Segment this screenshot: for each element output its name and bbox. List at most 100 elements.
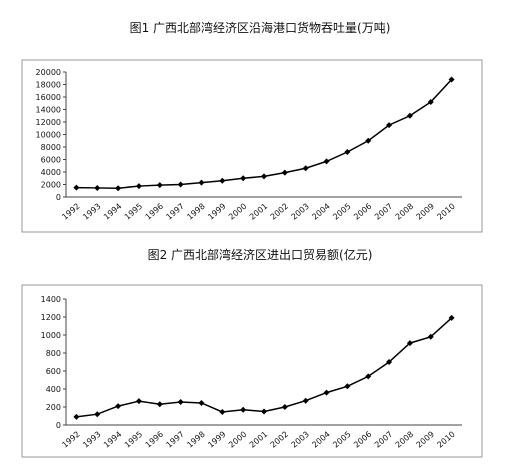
y-tick-label: 4000: [41, 168, 61, 177]
data-point: [427, 333, 434, 340]
y-tick-label: 20000: [36, 68, 61, 77]
data-point: [219, 408, 226, 415]
data-point: [344, 383, 351, 390]
y-tick-label: 10000: [36, 131, 61, 140]
data-point: [406, 340, 413, 347]
y-tick-label: 6000: [41, 156, 61, 165]
y-tick-label: 800: [46, 349, 61, 358]
x-tick-label: 2000: [227, 430, 248, 450]
x-tick-label: 2002: [269, 202, 290, 222]
data-point: [115, 403, 122, 410]
x-tick-label: 1998: [185, 202, 206, 222]
x-tick-label: 2008: [394, 430, 415, 450]
y-tick-label: 1400: [41, 295, 61, 304]
x-tick-label: 1996: [144, 430, 165, 450]
y-tick-label: 600: [46, 367, 61, 376]
y-tick-label: 400: [46, 385, 61, 394]
y-tick-label: 1000: [41, 331, 61, 340]
data-point: [323, 389, 330, 396]
x-tick-label: 1996: [144, 202, 165, 222]
data-point: [177, 399, 184, 406]
data-point: [448, 76, 455, 83]
data-point: [219, 177, 226, 184]
data-point: [198, 399, 205, 406]
x-tick-label: 1994: [102, 430, 123, 450]
x-tick-label: 1993: [81, 430, 102, 450]
x-tick-label: 1999: [206, 202, 227, 222]
y-tick-label: 18000: [36, 81, 61, 90]
x-tick-label: 1997: [165, 202, 186, 222]
data-point: [73, 184, 80, 191]
data-point: [240, 175, 247, 182]
chart-title: 图2 广西北部湾经济区进出口贸易额(亿元): [148, 247, 373, 262]
y-tick-label: 14000: [36, 106, 61, 115]
x-tick-label: 2002: [269, 430, 290, 450]
y-tick-label: 8000: [41, 143, 61, 152]
x-tick-label: 2003: [290, 430, 311, 450]
data-point: [365, 137, 372, 144]
y-tick-label: 12000: [36, 118, 61, 127]
x-tick-label: 2001: [248, 202, 269, 222]
x-tick-label: 2008: [394, 202, 415, 222]
x-tick-label: 2000: [227, 202, 248, 222]
x-tick-label: 2006: [352, 202, 373, 222]
y-tick-label: 16000: [36, 93, 61, 102]
data-point: [156, 401, 163, 408]
data-point: [177, 181, 184, 188]
y-tick-label: 200: [46, 403, 61, 412]
data-point: [135, 398, 142, 405]
data-point: [406, 112, 413, 119]
data-point: [261, 173, 267, 180]
data-point: [281, 404, 288, 410]
y-tick-label: 0: [56, 193, 61, 202]
x-tick-label: 1993: [81, 202, 102, 222]
data-point: [94, 184, 101, 191]
data-point: [281, 169, 288, 176]
x-tick-label: 2003: [290, 202, 311, 222]
data-point: [386, 359, 393, 365]
chart-frame: [21, 284, 483, 458]
x-tick-label: 2009: [415, 202, 436, 222]
data-point: [115, 185, 122, 192]
data-point: [365, 373, 372, 380]
x-tick-label: 2004: [310, 430, 331, 450]
y-tick-label: 1200: [41, 313, 61, 322]
y-tick-label: 0: [56, 421, 61, 430]
data-point: [135, 183, 142, 190]
x-tick-label: 2001: [248, 430, 269, 450]
x-tick-label: 2005: [331, 202, 352, 222]
x-tick-label: 2009: [415, 430, 436, 450]
x-tick-label: 1992: [60, 202, 81, 222]
data-point: [261, 408, 267, 415]
data-point: [302, 397, 309, 404]
x-tick-label: 1995: [123, 202, 144, 222]
data-line: [76, 317, 453, 418]
x-tick-label: 1995: [123, 430, 144, 450]
data-point: [448, 314, 455, 321]
data-point: [240, 406, 247, 413]
data-point: [198, 179, 205, 186]
data-point: [73, 413, 80, 420]
x-tick-label: 2005: [331, 430, 352, 450]
chart-frame: [21, 59, 483, 233]
x-tick-label: 1992: [60, 430, 81, 450]
chart: 图2 广西北部湾经济区进出口贸易额(亿元) 0 200 400 600 800 1000 12…: [21, 247, 483, 458]
x-tick-label: 1994: [102, 202, 123, 222]
data-point: [156, 182, 163, 189]
x-tick-label: 2004: [310, 202, 331, 222]
chart-title: 图1 广西北部湾经济区沿海港口货物吞吐量(万吨): [130, 20, 391, 35]
data-point: [344, 149, 351, 155]
data-line: [76, 78, 453, 190]
x-tick-label: 2010: [435, 202, 456, 222]
x-tick-label: 1997: [165, 430, 186, 450]
x-tick-label: 2010: [435, 430, 456, 450]
data-point: [386, 122, 393, 129]
data-point: [323, 158, 330, 165]
x-tick-label: 2006: [352, 430, 373, 450]
chart: 图1 广西北部湾经济区沿海港口货物吞吐量(万吨) 0 2000 4000 6000 800…: [21, 20, 483, 233]
data-point: [302, 165, 309, 172]
data-point: [94, 411, 101, 418]
x-tick-label: 1999: [206, 430, 227, 450]
y-tick-label: 2000: [41, 181, 61, 190]
